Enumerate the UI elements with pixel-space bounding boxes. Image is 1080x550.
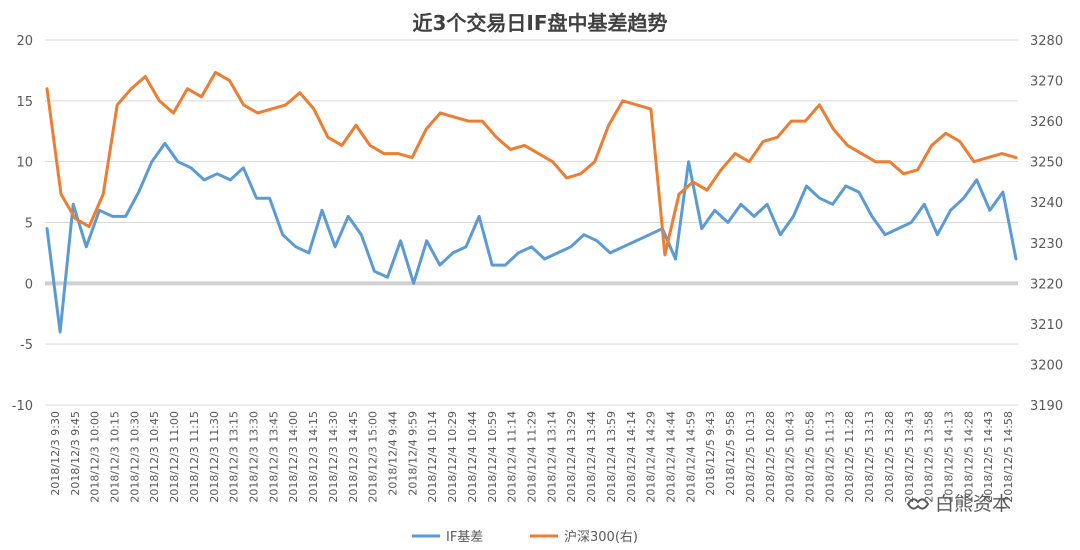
x-tick-label: 2018/12/3 11:15 — [188, 411, 201, 503]
x-tick-label: 2018/12/5 13:58 — [923, 411, 936, 503]
left-y-tick-label: 10 — [16, 156, 33, 171]
right-y-tick-label: 3280 — [1030, 34, 1063, 49]
legend-label-0: IF基差 — [446, 530, 483, 545]
x-tick-label: 2018/12/5 10:13 — [744, 411, 757, 503]
left-y-tick-label: -10 — [12, 399, 33, 414]
chart-title: 近3个交易日IF盘中基差趋势 — [412, 11, 667, 35]
left-y-tick-label: 15 — [16, 95, 33, 110]
x-tick-label: 2018/12/3 15:00 — [367, 411, 380, 503]
x-tick-label: 2018/12/5 10:58 — [804, 411, 817, 503]
x-tick-label: 2018/12/3 10:15 — [109, 411, 122, 503]
x-tick-label: 2018/12/4 11:14 — [506, 411, 519, 503]
x-tick-label: 2018/12/3 11:30 — [208, 411, 221, 503]
left-y-tick-label: 0 — [25, 277, 33, 292]
x-tick-label: 2018/12/3 14:30 — [327, 411, 340, 503]
x-tick-label: 2018/12/3 14:00 — [287, 411, 300, 503]
x-tick-label: 2018/12/5 13:13 — [863, 411, 876, 503]
x-tick-label: 2018/12/4 14:29 — [645, 411, 658, 503]
left-y-axis: 20 15 10 5 0 -5 -10 — [12, 34, 33, 414]
series-line-1 — [45, 70, 1018, 257]
x-tick-label: 2018/12/4 14:44 — [665, 411, 678, 503]
series-layer — [45, 70, 1018, 334]
x-tick-label: 2018/12/4 9:44 — [387, 411, 400, 496]
x-tick-label: 2018/12/3 13:15 — [228, 411, 241, 503]
legend-label-1: 沪深300(右) — [564, 529, 638, 545]
x-tick-label: 2018/12/3 9:45 — [69, 411, 82, 496]
x-tick-label: 2018/12/4 14:14 — [625, 411, 638, 503]
x-tick-label: 2018/12/3 13:30 — [248, 411, 261, 503]
x-tick-label: 2018/12/3 13:45 — [267, 411, 280, 503]
right-y-tick-label: 3210 — [1030, 318, 1063, 333]
x-tick-label: 2018/12/4 13:59 — [605, 411, 618, 503]
watermark: 白熊资本 — [906, 493, 1011, 515]
x-tick-label: 2018/12/4 13:14 — [545, 411, 558, 503]
x-tick-label: 2018/12/5 10:28 — [764, 411, 777, 503]
legend: IF基差 沪深300(右) — [412, 529, 638, 545]
x-tick-label: 2018/12/4 11:29 — [526, 411, 539, 503]
x-axis: 2018/12/3 9:30 2018/12/3 9:45 2018/12/3 10… — [49, 411, 1015, 503]
x-tick-label: 2018/12/5 11:28 — [843, 411, 856, 503]
right-y-tick-label: 3200 — [1030, 358, 1063, 373]
right-y-tick-label: 3190 — [1030, 399, 1063, 414]
x-tick-label: 2018/12/3 10:45 — [148, 411, 161, 503]
x-tick-label: 2018/12/5 13:43 — [903, 411, 916, 503]
right-y-axis: 3280 3270 3260 3250 3240 3230 3220 3210 3200 3190 — [1030, 34, 1063, 414]
x-tick-label: 2018/12/4 13:29 — [565, 411, 578, 503]
x-tick-label: 2018/12/3 9:30 — [49, 411, 62, 496]
x-tick-label: 2018/12/4 10:44 — [466, 411, 479, 503]
x-tick-label: 2018/12/3 11:00 — [168, 411, 181, 503]
x-tick-label: 2018/12/5 14:13 — [943, 411, 956, 503]
grid-lines — [45, 39, 1018, 406]
x-tick-label: 2018/12/5 14:43 — [982, 411, 995, 503]
x-tick-label: 2018/12/3 10:30 — [128, 411, 141, 503]
x-tick-label: 2018/12/4 13:44 — [585, 411, 598, 503]
x-tick-label: 2018/12/5 9:58 — [724, 411, 737, 496]
watermark-text: 白熊资本 — [935, 493, 1011, 515]
series-line-0 — [45, 141, 1018, 334]
x-tick-label: 2018/12/5 11:13 — [823, 411, 836, 503]
x-tick-label: 2018/12/4 10:14 — [426, 411, 439, 503]
x-tick-label: 2018/12/5 14:58 — [1002, 411, 1015, 503]
right-y-tick-label: 3270 — [1030, 75, 1063, 90]
x-tick-label: 2018/12/4 14:59 — [684, 411, 697, 503]
x-tick-label: 2018/12/3 10:00 — [89, 411, 102, 503]
x-tick-label: 2018/12/3 14:45 — [347, 411, 360, 503]
x-tick-label: 2018/12/4 10:59 — [486, 411, 499, 503]
right-y-tick-label: 3230 — [1030, 237, 1063, 252]
x-tick-label: 2018/12/4 10:29 — [446, 411, 459, 503]
x-tick-label: 2018/12/5 9:43 — [704, 411, 717, 496]
right-y-tick-label: 3240 — [1030, 196, 1063, 211]
x-tick-label: 2018/12/4 9:59 — [406, 411, 419, 496]
left-y-tick-label: 20 — [16, 34, 33, 49]
x-tick-label: 2018/12/5 13:28 — [883, 411, 896, 503]
x-tick-label: 2018/12/5 10:43 — [784, 411, 797, 503]
right-y-tick-label: 3220 — [1030, 277, 1063, 292]
right-y-tick-label: 3260 — [1030, 115, 1063, 130]
x-tick-label: 2018/12/3 14:15 — [307, 411, 320, 503]
watermark-logo-icon — [906, 498, 930, 510]
x-tick-label: 2018/12/5 14:28 — [962, 411, 975, 503]
right-y-tick-label: 3250 — [1030, 156, 1063, 171]
left-y-tick-label: 5 — [25, 217, 33, 232]
left-y-tick-label: -5 — [20, 338, 33, 353]
